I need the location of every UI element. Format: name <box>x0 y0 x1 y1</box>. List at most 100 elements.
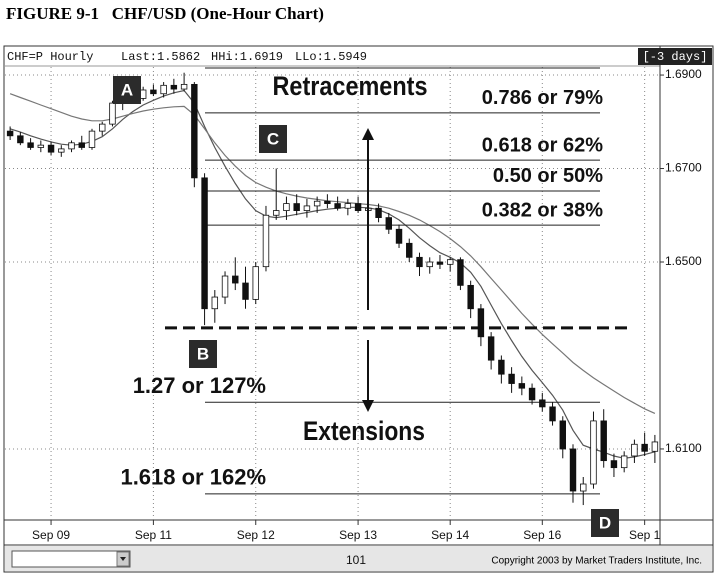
candle-body <box>549 406 556 422</box>
y-tick-label: 1.6500 <box>665 254 702 268</box>
candle-body <box>6 130 14 137</box>
candle-body <box>262 214 270 268</box>
annotation: B <box>197 344 209 363</box>
candle-body <box>344 203 352 209</box>
candle-body <box>37 144 45 148</box>
extension-label: 1.618 or 162% <box>120 465 266 490</box>
retracements-title: Retracements <box>273 71 428 101</box>
x-tick-label: Sep 1 <box>629 528 661 542</box>
candle-body <box>293 203 300 211</box>
high-price: HHi:1.6919 <box>211 50 283 64</box>
frame <box>3 45 714 573</box>
candle-body <box>78 142 85 148</box>
range-box <box>638 48 712 65</box>
candle-body <box>498 359 505 375</box>
candle-body <box>58 148 65 153</box>
candle-body <box>528 387 536 401</box>
candle-body <box>88 130 96 148</box>
candle-body <box>590 420 597 485</box>
candle-body <box>610 460 618 469</box>
candle-body <box>385 217 393 230</box>
range-label: [-3 days] <box>643 50 708 64</box>
candle-body <box>211 296 219 310</box>
candle-body <box>375 207 382 218</box>
x-tick-label: Sep 12 <box>237 528 275 542</box>
dropdown-arrow <box>120 557 126 561</box>
annotation: D <box>599 513 611 532</box>
candle-body <box>436 261 444 265</box>
candle-body <box>180 83 188 90</box>
candle-body <box>651 441 659 452</box>
y-tick-label: 1.6100 <box>665 441 702 455</box>
candle-body <box>580 483 587 492</box>
candle-body <box>283 203 290 211</box>
annotation: C <box>267 129 279 148</box>
low-price: LLo:1.5949 <box>295 50 367 64</box>
annotation-box <box>189 340 217 368</box>
annotation-box <box>113 76 141 104</box>
candle-body <box>334 203 341 209</box>
candle-body <box>569 448 577 492</box>
candle-body <box>313 200 321 207</box>
x-tick-label: Sep 09 <box>32 528 70 542</box>
candle-body <box>139 89 147 99</box>
candle-body <box>170 84 178 90</box>
dropdown[interactable] <box>11 550 131 568</box>
candle-body <box>252 266 259 300</box>
candle-body <box>191 83 198 179</box>
x-tick-label: Sep 13 <box>339 528 377 542</box>
candle-body <box>457 259 464 286</box>
average-line <box>9 93 656 414</box>
page-number: 101 <box>346 553 366 567</box>
candle-body <box>426 261 433 268</box>
candle-body <box>406 242 413 258</box>
candle-body <box>303 205 311 211</box>
retracement-label: 0.382 or 38% <box>482 199 603 221</box>
candle-body <box>631 443 638 457</box>
candle-body <box>467 284 474 310</box>
arrow-head <box>362 128 374 140</box>
candle-body <box>395 228 403 244</box>
candle-body <box>324 200 331 204</box>
x-tick-label: Sep 11 <box>135 528 172 542</box>
candle-body <box>487 336 495 361</box>
annotation-box <box>259 125 287 153</box>
y-tick-label: 1.6900 <box>665 67 702 81</box>
candle-body <box>150 89 157 95</box>
candle-body <box>17 135 24 144</box>
candle-body <box>27 142 34 148</box>
candle-body <box>242 282 249 300</box>
candle-body <box>620 455 628 469</box>
annotation-box <box>591 509 619 537</box>
candle-body <box>99 123 106 132</box>
candle-body <box>518 383 526 389</box>
candle-body <box>160 84 167 95</box>
arrow-head <box>362 400 374 412</box>
retracement-label: 0.618 or 62% <box>482 134 603 156</box>
candle-body <box>47 144 55 153</box>
copyright: Copyright 2003 by Market Traders Institu… <box>491 556 702 567</box>
candle-body <box>446 259 454 265</box>
last-price: Last:1.5862 <box>121 50 200 64</box>
x-tick-label: Sep 14 <box>431 528 469 542</box>
candle-body <box>477 308 485 338</box>
candle-body <box>109 102 116 125</box>
annotation: A <box>121 80 133 99</box>
candle-body <box>600 420 607 462</box>
symbol: CHF=P Hourly <box>7 50 93 64</box>
candle-body <box>539 399 546 408</box>
candle-body <box>68 142 75 150</box>
candle-body <box>232 275 239 284</box>
average-line <box>9 89 656 459</box>
candle-body <box>221 275 229 298</box>
retracement-label: 0.786 or 79% <box>482 87 603 109</box>
candle-body <box>416 256 423 268</box>
candle-body <box>354 203 362 211</box>
y-tick-label: 1.6700 <box>665 161 702 175</box>
extension-label: 1.27 or 127% <box>133 373 266 398</box>
plot-area: 1.6100 1.6500 1.6700 1.6900 Sep 09 Sep 11 Sep … <box>5 67 702 542</box>
candle-body <box>201 177 208 310</box>
candle-body <box>559 420 566 450</box>
candle-body <box>641 443 648 452</box>
